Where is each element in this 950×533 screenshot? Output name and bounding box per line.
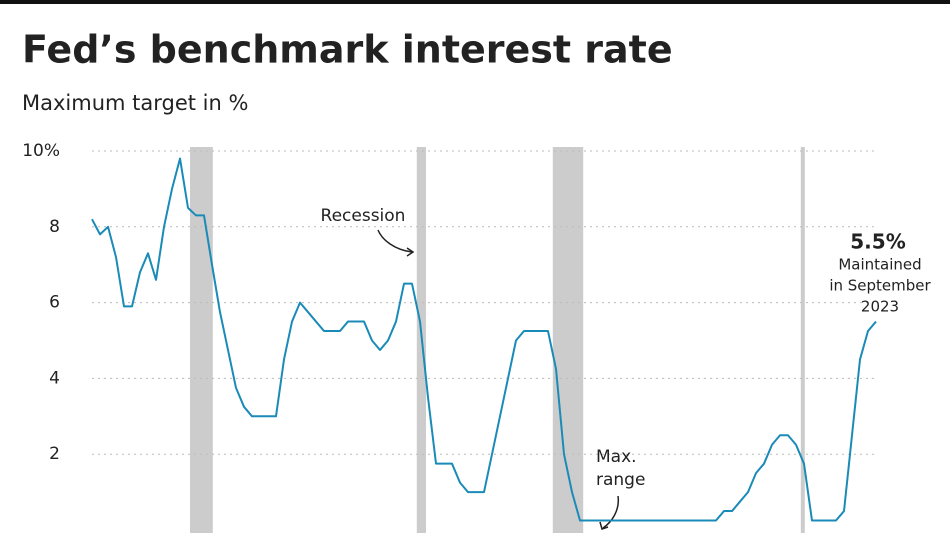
- annotation: 2023: [861, 298, 899, 316]
- arrow-head: [599, 521, 609, 530]
- recession-band: [190, 147, 213, 533]
- y-tick-label: 10%: [22, 141, 60, 161]
- arrow-head: [406, 247, 415, 257]
- annotation: Recession: [321, 206, 406, 226]
- annotation: Maintained: [838, 256, 921, 274]
- y-tick-label: 4: [49, 368, 60, 388]
- y-tick-label: 2: [49, 444, 60, 464]
- top-rule: [0, 0, 950, 4]
- chart-subtitle: Maximum target in %: [22, 91, 248, 115]
- arrow: [377, 229, 413, 253]
- annotation: in September: [829, 277, 931, 295]
- annotation: range: [596, 470, 645, 490]
- arrow: [602, 495, 620, 529]
- annotation: Max.: [596, 447, 637, 467]
- rate-line: [91, 157, 877, 522]
- y-tick-label: 8: [49, 217, 60, 237]
- last-value-label: 5.5%: [850, 230, 905, 254]
- plot: [92, 147, 876, 533]
- recession-band: [800, 147, 805, 533]
- chart-title: Fed’s benchmark interest rate: [22, 28, 673, 72]
- y-tick-label: 6: [49, 293, 60, 313]
